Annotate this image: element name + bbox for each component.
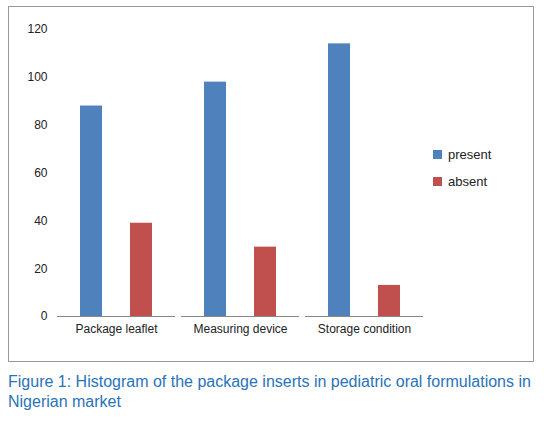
html-text:absent: absent [448,174,487,189]
svg-text:0: 0 [41,309,48,323]
svg-text:100: 100 [27,70,47,84]
svg-text:Storage condition: Storage condition [318,322,411,336]
svg-text:60: 60 [34,166,48,180]
html-text:Figure 1: Histogram of the pac: Figure 1: Histogram of the package inser… [8,373,531,410]
svg-text:40: 40 [34,214,48,228]
html-text:present: present [448,147,492,162]
svg-text:Package leaflet: Package leaflet [75,322,158,336]
svg-text:120: 120 [27,22,47,36]
svg-text:Measuring device: Measuring device [193,322,287,336]
svg-text:20: 20 [34,262,48,276]
svg-text:80: 80 [34,118,48,132]
